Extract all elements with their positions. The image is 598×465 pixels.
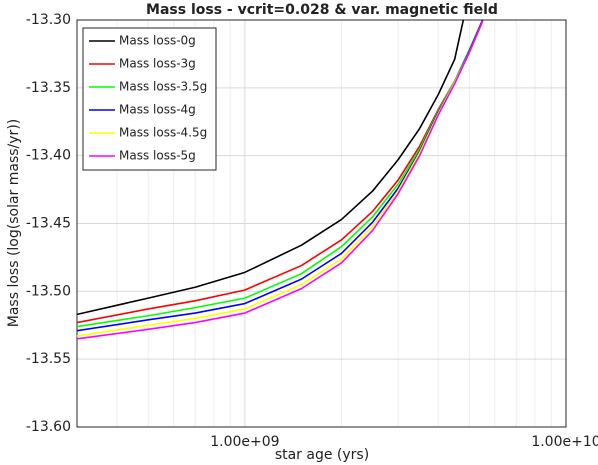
x-tick-label: 1.00e+09 (210, 434, 279, 450)
y-tick-label: -13.35 (26, 80, 71, 96)
series-line (77, 20, 465, 316)
legend-label: Mass loss-3.5g (119, 80, 207, 94)
legend-label: Mass loss-4g (119, 103, 196, 117)
legend-box (82, 27, 217, 171)
legend-label: Mass loss-5g (119, 149, 196, 163)
series-line (77, 21, 484, 340)
y-tick-label: -13.60 (26, 419, 71, 435)
y-tick-label: -13.40 (26, 148, 71, 164)
x-tick-label: 1.00e+10 (531, 434, 598, 450)
chart-title: Mass loss - vcrit=0.028 & var. magnetic … (146, 2, 498, 18)
legend-label: Mass loss-3g (119, 57, 196, 71)
y-tick-label: -13.55 (26, 351, 71, 367)
y-tick-label: -13.30 (26, 12, 71, 28)
legend-label: Mass loss-4.5g (119, 126, 207, 140)
y-axis-label: Mass loss (log(solar mass/yr)) (6, 119, 22, 327)
y-tick-label: -13.45 (26, 216, 71, 232)
x-axis-label: star age (yrs) (275, 447, 369, 463)
y-tick-label: -13.50 (26, 283, 71, 299)
legend-label: Mass loss-0g (119, 34, 196, 48)
plot-area (77, 20, 484, 340)
plot-frame (76, 19, 567, 428)
